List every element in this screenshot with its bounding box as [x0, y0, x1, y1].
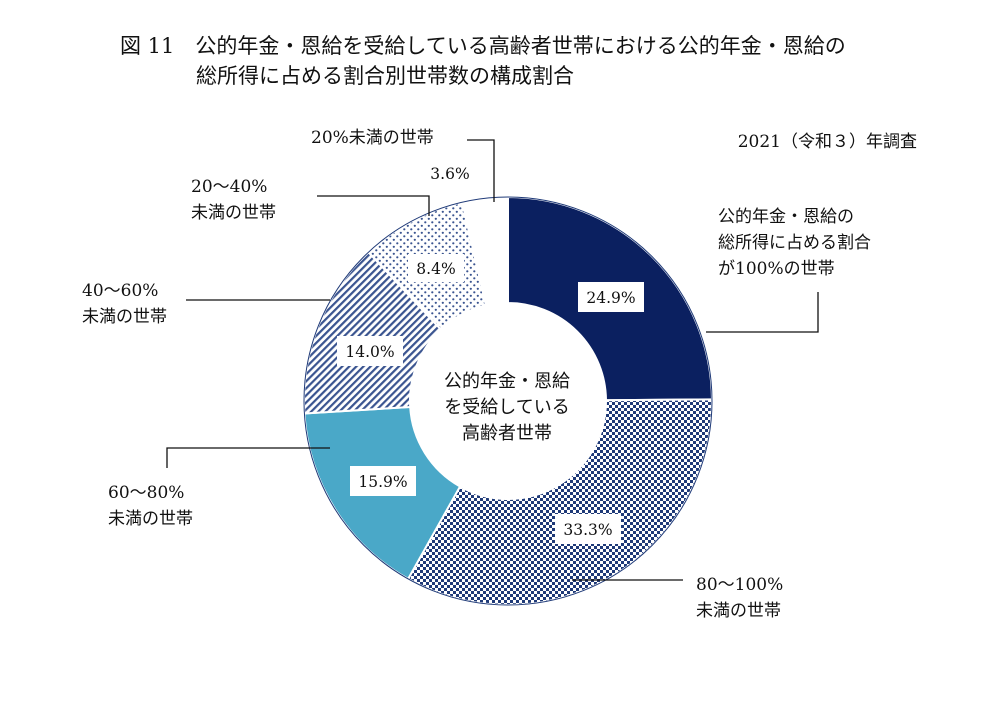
category-label-40-60: 40～60% 未満の世帯 — [82, 281, 167, 327]
value-label-20-40: 8.4% — [408, 254, 464, 282]
svg-text:3.6%: 3.6% — [430, 165, 469, 183]
svg-text:14.0%: 14.0% — [345, 343, 394, 361]
svg-text:未満の世帯: 未満の世帯 — [82, 307, 167, 327]
leader-line-60-80 — [166, 447, 330, 468]
svg-text:未満の世帯: 未満の世帯 — [696, 601, 781, 621]
leader-line-20-40 — [317, 195, 430, 216]
value-label-80-100: 33.3% — [555, 514, 621, 544]
svg-text:80～100%: 80～100% — [696, 575, 783, 595]
category-label-20-40: 20～40% 未満の世帯 — [191, 177, 276, 223]
svg-text:20～40%: 20～40% — [191, 177, 267, 197]
svg-text:高齢者世帯: 高齢者世帯 — [462, 423, 552, 444]
donut-outer-ring — [303, 196, 713, 606]
svg-text:8.4%: 8.4% — [416, 260, 455, 278]
svg-text:60～80%: 60～80% — [108, 483, 184, 503]
center-label: 公的年金・恩給 を受給している 高齢者世帯 — [444, 371, 570, 444]
value-label-60-80: 15.9% — [350, 466, 416, 496]
leader-line-100 — [706, 292, 819, 333]
slice-80-100 — [406, 398, 713, 606]
svg-text:33.3%: 33.3% — [563, 521, 612, 539]
svg-text:15.9%: 15.9% — [358, 473, 407, 491]
category-label-60-80: 60～80% 未満の世帯 — [108, 483, 193, 529]
leader-line-lt20 — [467, 139, 495, 202]
value-label-lt20: 3.6% — [430, 165, 469, 183]
svg-text:未満の世帯: 未満の世帯 — [191, 203, 276, 223]
svg-text:24.9%: 24.9% — [586, 289, 635, 307]
category-label-lt20: 20%未満の世帯 — [311, 128, 434, 148]
svg-text:未満の世帯: 未満の世帯 — [108, 509, 193, 529]
svg-text:40～60%: 40～60% — [82, 281, 158, 301]
leader-lines — [166, 139, 819, 581]
survey-note: 2021（令和３）年調査 — [738, 132, 917, 152]
svg-text:20%未満の世帯: 20%未満の世帯 — [311, 128, 434, 148]
category-label-80-100: 80～100% 未満の世帯 — [696, 575, 783, 621]
svg-text:を受給している: を受給している — [444, 397, 569, 418]
svg-text:公的年金・恩給の: 公的年金・恩給の — [718, 207, 854, 227]
value-label-100: 24.9% — [578, 282, 644, 312]
svg-text:公的年金・恩給: 公的年金・恩給 — [444, 371, 570, 392]
svg-text:が100%の世帯: が100%の世帯 — [718, 259, 835, 279]
chart-title-line2: 総所得に占める割合別世帯数の構成割合 — [196, 64, 574, 88]
svg-text:総所得に占める割合: 総所得に占める割合 — [718, 233, 871, 253]
chart-title-line1: 図 11 公的年金・恩給を受給している高齢者世帯における公的年金・恩給の — [120, 34, 846, 58]
value-label-40-60: 14.0% — [337, 336, 403, 366]
category-label-100: 公的年金・恩給の 総所得に占める割合 が100%の世帯 — [718, 207, 871, 279]
